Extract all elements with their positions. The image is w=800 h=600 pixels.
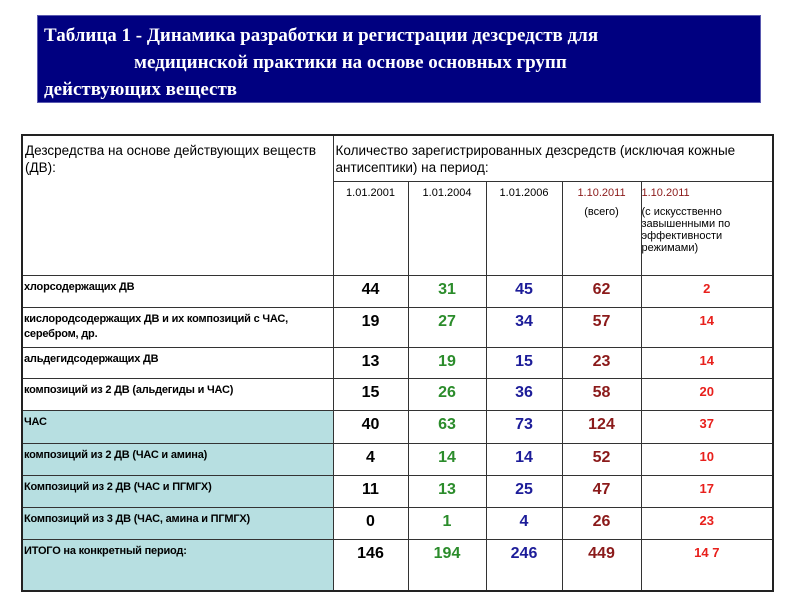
row-label: ИТОГО на конкретный период: [21,538,334,592]
row-value: 26 [407,377,487,411]
table-row: кислородсодержащих ДВ и их композиций с … [21,306,774,348]
row-value: 2 [640,274,774,308]
table-row: Композиций из 2 ДВ (ЧАС и ПГМГХ) 11 13 25 47… [21,474,774,508]
row-value: 47 [561,474,642,508]
row-label: Композиций из 3 ДВ (ЧАС, амина и ПГМГХ) [21,506,334,540]
row-value: 15 [332,377,409,411]
row-label: альдегидсодержащих ДВ [21,346,334,379]
row-value: 62 [561,274,642,308]
row-value: 19 [332,306,409,348]
row-value: 40 [332,409,409,444]
row-value: 14 [407,442,487,476]
row-value: 14 7 [640,538,774,592]
table-row: ЧАС 40 63 73 124 37 [21,409,774,444]
row-value: 63 [407,409,487,444]
row-label: композиций из 2 ДВ (альдегиды и ЧАС) [21,377,334,411]
title-line-1: Таблица 1 - Динамика разработки и регист… [44,25,599,46]
row-value: 52 [561,442,642,476]
row-value: 14 [640,346,774,379]
row-value: 17 [640,474,774,508]
row-value: 58 [561,377,642,411]
row-value: 20 [640,377,774,411]
title-line-3: действующих веществ [44,79,238,100]
row-value: 36 [485,377,563,411]
row-value: 73 [485,409,563,444]
row-value: 19 [407,346,487,379]
table-row: композиций из 2 ДВ (альдегиды и ЧАС) 15 26… [21,377,774,411]
row-value: 4 [332,442,409,476]
row-value: 14 [640,306,774,348]
row-label: хлорсодержащих ДВ [21,274,334,308]
period-date: 1.01.2001 [346,186,395,199]
row-value: 34 [485,306,563,348]
row-value: 124 [561,409,642,444]
period-header: 1.01.2006 [485,180,563,276]
row-value: 44 [332,274,409,308]
table-title: Таблица 1 - Динамика разработки и регист… [37,15,761,103]
row-value: 25 [485,474,563,508]
row-value: 449 [561,538,642,592]
table-row: ИТОГО на конкретный период: 146 194 246 449 1… [21,538,774,592]
row-value: 23 [561,346,642,379]
period-date: 1.01.2006 [499,186,549,199]
period-date: 1.01.2004 [422,186,472,199]
header-registered-count: Количество зарегистрированных дезсредств… [332,134,774,182]
row-value: 14 [485,442,563,476]
disinfectants-table: Дезсредства на основе действующих вещест… [21,134,775,592]
period-date: 1.10.2011 [641,186,690,199]
row-value: 45 [485,274,563,308]
row-value: 10 [640,442,774,476]
row-value: 37 [640,409,774,444]
period-header: 1.01.2004 [407,180,487,276]
period-note: (с искусственно завышенными по эффективн… [641,205,731,254]
row-value: 4 [485,506,563,540]
row-label: кислородсодержащих ДВ и их композиций с … [21,306,334,348]
title-line-2: медицинской практики на основе основных … [134,52,567,73]
row-value: 23 [640,506,774,540]
table-row: композиций из 2 ДВ (ЧАС и амина) 4 14 14 52 1… [21,442,774,476]
row-value: 11 [332,474,409,508]
row-value: 146 [332,538,409,592]
row-value: 0 [332,506,409,540]
period-header: 1.01.2001 [332,180,409,276]
table-row: альдегидсодержащих ДВ 13 19 15 23 14 [21,346,774,379]
row-label: Композиций из 2 ДВ (ЧАС и ПГМГХ) [21,474,334,508]
row-value: 13 [332,346,409,379]
table-row: хлорсодержащих ДВ 44 31 45 62 2 [21,274,774,308]
table-row: Композиций из 3 ДВ (ЧАС, амина и ПГМГХ) 0… [21,506,774,540]
row-value: 27 [407,306,487,348]
row-value: 31 [407,274,487,308]
period-date: 1.10.2011 [577,186,626,199]
header-substances: Дезсредства на основе действующих вещест… [21,134,334,276]
row-value: 15 [485,346,563,379]
row-label: композиций из 2 ДВ (ЧАС и амина) [21,442,334,476]
row-value: 194 [407,538,487,592]
period-header: 1.10.2011 (всего) [561,180,642,276]
row-value: 246 [485,538,563,592]
period-note: (всего) [584,205,619,218]
period-header: 1.10.2011 (с искусственно завышенными по … [640,180,774,276]
row-label: ЧАС [21,409,334,444]
row-value: 1 [407,506,487,540]
row-value: 57 [561,306,642,348]
row-value: 13 [407,474,487,508]
row-value: 26 [561,506,642,540]
